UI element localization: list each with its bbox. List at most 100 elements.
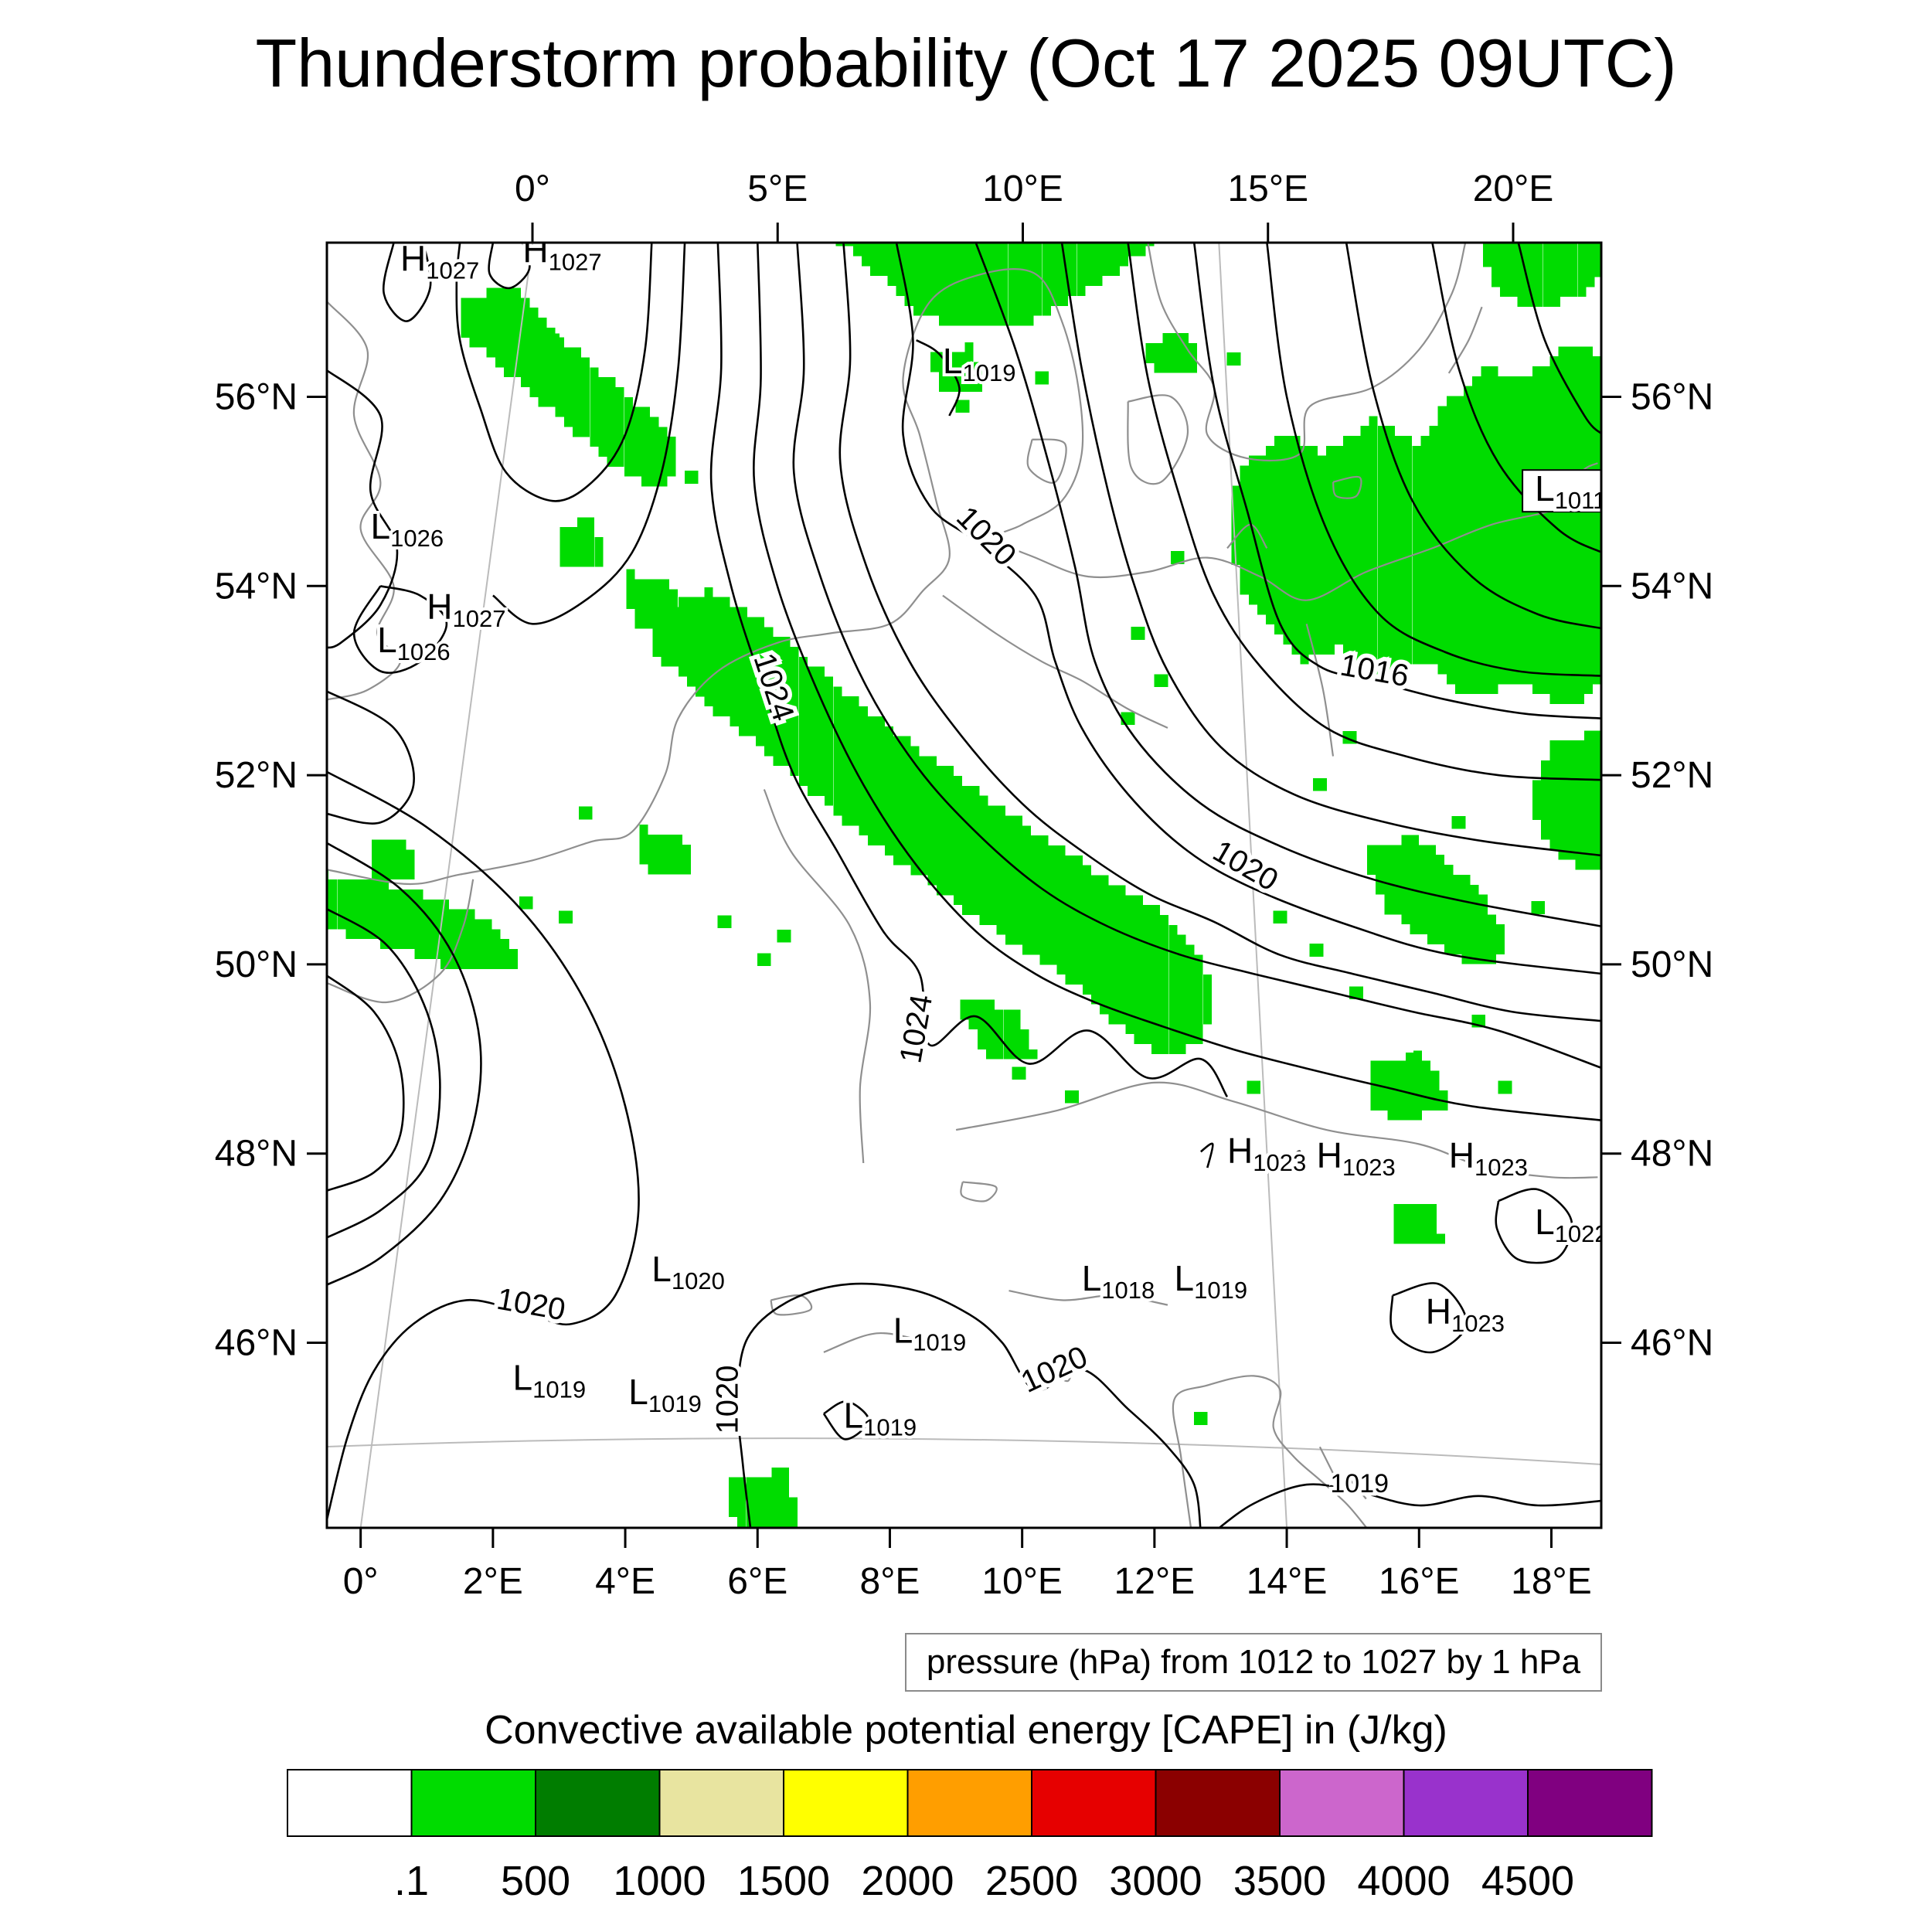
isobar-path xyxy=(327,975,405,1192)
axis-tick-label: 54°N xyxy=(215,566,298,607)
pressure-center-label: L1019 xyxy=(893,1311,967,1356)
isobar-path xyxy=(1345,243,1601,630)
isobar-path xyxy=(792,243,1601,1070)
pressure-center: L1011 xyxy=(1522,465,1606,517)
isobar-path xyxy=(455,243,653,502)
coastline-path xyxy=(955,1081,1598,1179)
colorbar-segment xyxy=(410,1769,536,1837)
colorbar-tick-label: 2000 xyxy=(861,1858,954,1904)
axis-tick-label: 46°N xyxy=(1631,1323,1713,1364)
colorbar-tick-label: 1500 xyxy=(737,1858,830,1904)
cape-caption: Convective available potential energy [C… xyxy=(485,1708,1447,1753)
isobar-path xyxy=(975,243,1601,927)
coastline-path xyxy=(1147,243,1467,462)
coastline-path xyxy=(1172,1375,1367,1528)
axis-tick-label: 4°E xyxy=(595,1561,655,1602)
graticule-line xyxy=(327,1437,1601,1465)
isobar-path xyxy=(352,585,448,674)
pressure-center: L1026 xyxy=(368,503,447,555)
map-frame xyxy=(325,241,1603,1529)
coastline-path xyxy=(1332,475,1362,499)
isobar-path xyxy=(916,338,961,417)
coastline-path xyxy=(1009,1290,1168,1306)
pressure-center: L1018 xyxy=(1079,1255,1158,1307)
pressure-center-label: L1022 xyxy=(1535,1202,1608,1247)
axis-tick-label: 56°N xyxy=(1631,377,1713,418)
pressure-center-label: H1023 xyxy=(1317,1135,1396,1181)
axes-layer: 0° 5°E 10°E 15°E 20°E 0° 2°E 4°E 6°E 8°E 10°E 12°E 1… xyxy=(215,168,1714,1602)
isobar-path xyxy=(838,243,1601,1022)
pressure-center-label: H1027 xyxy=(400,239,479,284)
coastline-path xyxy=(1447,306,1483,374)
axis-tick-label: 6°E xyxy=(727,1561,787,1602)
isobar-path xyxy=(1431,243,1601,553)
coastline-path xyxy=(327,879,474,1004)
isobar-path xyxy=(327,690,415,825)
colorbar-segment xyxy=(535,1769,661,1837)
pressure-center-layer: H1027H1027L1019L1026H1027L1026L1011H1023… xyxy=(368,230,1608,1444)
axis-tick-label: 10°E xyxy=(981,1561,1063,1602)
axis-tick-label: 48°N xyxy=(215,1134,298,1175)
isobar-layer xyxy=(327,243,1601,1528)
chart-title: Thunderstorm probability (Oct 17 2025 09… xyxy=(255,25,1676,101)
coastline-path xyxy=(1318,1446,1338,1481)
coastline-path xyxy=(763,789,872,1164)
pressure-center: H1023 xyxy=(1314,1132,1399,1184)
pressure-center: L1019 xyxy=(510,1355,590,1406)
axis-tick-label: 0° xyxy=(515,168,550,209)
pressure-center-box xyxy=(1522,469,1601,513)
pressure-center-label: L1026 xyxy=(371,506,444,552)
isobar-path xyxy=(327,842,482,1286)
coastline-path xyxy=(1345,1475,1367,1500)
axis-tick-label: 20°E xyxy=(1473,168,1554,209)
axis-tick-label: 50°N xyxy=(1631,944,1713,985)
colorbar-tick-label: 1000 xyxy=(613,1858,706,1904)
isobar-path xyxy=(736,1282,1202,1528)
axis-tick-label: 8°E xyxy=(860,1561,920,1602)
axis-tick-label: 2°E xyxy=(463,1561,523,1602)
pressure-center-label: L1020 xyxy=(651,1249,725,1294)
pressure-caption-border xyxy=(905,1633,1602,1692)
cape-shading xyxy=(327,243,1601,1528)
isobar-path xyxy=(1217,1483,1601,1528)
pressure-center-label: L1011 xyxy=(1535,468,1606,514)
pressure-caption: pressure (hPa) from 1012 to 1027 by 1 hP… xyxy=(927,1643,1581,1681)
pressure-center-label: L1019 xyxy=(1175,1258,1248,1304)
pressure-center-label: H1027 xyxy=(522,230,601,276)
colorbar-tick-label: 500 xyxy=(501,1858,570,1904)
isobar-path xyxy=(492,243,686,625)
isobar-path xyxy=(1127,243,1601,781)
pressure-center-label: L1019 xyxy=(943,341,1016,386)
isobar-path xyxy=(382,243,432,322)
isobar-label: 1020 xyxy=(495,1282,568,1328)
pressure-center-label: L1019 xyxy=(844,1396,917,1441)
isobar-label: 1024 xyxy=(893,992,939,1066)
axis-tick-label: 0° xyxy=(343,1561,379,1602)
isobar-path xyxy=(1495,1188,1573,1264)
axis-tick-label: 14°E xyxy=(1247,1561,1328,1602)
axis-tick-label: 52°N xyxy=(215,755,298,796)
pressure-center: L1020 xyxy=(648,1246,728,1298)
coastline-path xyxy=(1026,438,1067,484)
axis-tick-label: 12°E xyxy=(1114,1561,1196,1602)
isobar-path xyxy=(1192,243,1601,719)
colorbar-tick-label: 3000 xyxy=(1109,1858,1202,1904)
isobar-path xyxy=(1517,243,1601,435)
pressure-center-label: L1019 xyxy=(628,1372,702,1417)
pressure-center: H1027 xyxy=(397,239,482,287)
colorbar-segment xyxy=(658,1769,784,1837)
colorbar-tick-label: 4500 xyxy=(1481,1858,1574,1904)
axis-tick-label: 50°N xyxy=(215,944,298,985)
isobar-path xyxy=(1199,1142,1214,1168)
colorbar-tick-label: 2500 xyxy=(985,1858,1078,1904)
isobar-path xyxy=(822,1400,870,1440)
pressure-center-label: H1023 xyxy=(1449,1135,1528,1181)
isobar-label: 1020 xyxy=(950,500,1022,573)
isobar-path xyxy=(327,770,640,1523)
coastline-path xyxy=(1305,624,1335,757)
isobar-path xyxy=(327,369,399,649)
axis-tick-label: 48°N xyxy=(1631,1134,1713,1175)
pressure-caption-box: pressure (hPa) from 1012 to 1027 by 1 hP… xyxy=(905,1633,1602,1692)
coastline-path xyxy=(327,268,1598,886)
